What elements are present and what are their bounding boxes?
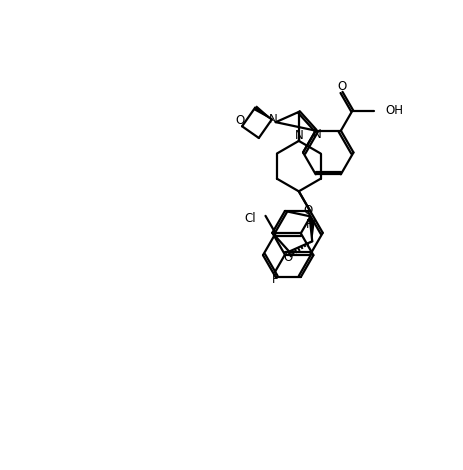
Text: O: O [303,204,312,217]
Text: N: N [269,113,277,126]
Text: F: F [271,273,277,285]
Text: OH: OH [384,104,402,118]
Text: F: F [306,219,312,231]
Text: Cl: Cl [244,212,256,225]
Polygon shape [253,105,275,122]
Polygon shape [309,220,314,241]
Text: O: O [336,80,345,94]
Text: N: N [312,128,321,141]
Text: O: O [235,114,244,127]
Text: O: O [282,251,292,264]
Text: N: N [294,129,302,142]
